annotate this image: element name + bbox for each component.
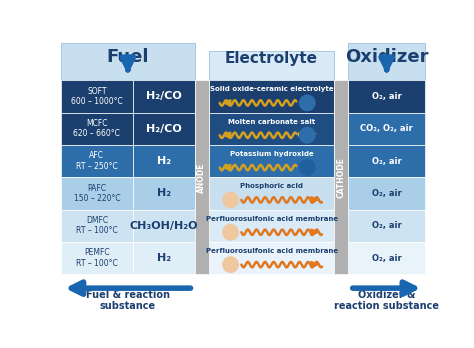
Circle shape — [300, 127, 315, 143]
Text: H₂: H₂ — [157, 156, 171, 166]
Text: Solid oxide-ceramic electrolyte: Solid oxide-ceramic electrolyte — [210, 86, 333, 92]
Bar — [61, 43, 195, 80]
Text: Perfluorosulfonic acid membrane: Perfluorosulfonic acid membrane — [206, 248, 337, 254]
Bar — [133, 113, 195, 145]
Text: Fuel: Fuel — [107, 48, 149, 66]
Text: H⁺: H⁺ — [225, 228, 236, 237]
Bar — [209, 145, 334, 177]
Text: O₂, air: O₂, air — [372, 254, 401, 263]
Text: DMFC
RT – 100°C: DMFC RT – 100°C — [76, 216, 118, 236]
Text: MCFC
620 – 660°C: MCFC 620 – 660°C — [73, 119, 120, 139]
Bar — [133, 209, 195, 242]
Text: H₂: H₂ — [157, 253, 171, 263]
Text: CO₂, O₂, air: CO₂, O₂, air — [360, 124, 413, 133]
Bar — [348, 242, 425, 274]
Bar — [209, 242, 334, 274]
Bar — [61, 145, 133, 177]
Text: Oxidizer: Oxidizer — [345, 48, 428, 66]
Text: CO₃²⁻: CO₃²⁻ — [297, 132, 318, 138]
Bar — [348, 80, 425, 113]
Text: Potassium hydroxide: Potassium hydroxide — [230, 151, 313, 157]
Text: Phosphoric acid: Phosphoric acid — [240, 183, 303, 189]
Bar — [209, 209, 334, 242]
Text: O₂, air: O₂, air — [372, 221, 401, 230]
Bar — [133, 242, 195, 274]
Circle shape — [223, 257, 238, 272]
Text: PAFC
150 – 220°C: PAFC 150 – 220°C — [73, 184, 120, 203]
Bar — [61, 209, 133, 242]
Bar — [348, 43, 425, 80]
Text: Perfluorosulfonic acid membrane: Perfluorosulfonic acid membrane — [206, 216, 337, 222]
Text: Oxidizer &
reaction substance: Oxidizer & reaction substance — [334, 290, 439, 311]
Bar — [348, 113, 425, 145]
Bar — [348, 177, 425, 209]
Circle shape — [300, 160, 315, 175]
Text: O₂, air: O₂, air — [372, 157, 401, 166]
Text: Fuel & reaction
substance: Fuel & reaction substance — [86, 290, 170, 311]
Bar — [133, 145, 195, 177]
Circle shape — [300, 95, 315, 111]
Bar — [209, 177, 334, 209]
Bar — [209, 113, 334, 145]
Text: Molten carbonate salt: Molten carbonate salt — [228, 119, 315, 125]
Text: O₂, air: O₂, air — [372, 92, 401, 101]
Text: H₂/CO: H₂/CO — [146, 124, 182, 134]
Bar — [133, 80, 195, 113]
Bar — [348, 145, 425, 177]
Text: ANODE: ANODE — [197, 162, 206, 192]
Text: H⁺: H⁺ — [225, 260, 236, 269]
Text: H₂/CO: H₂/CO — [146, 92, 182, 101]
Text: CATHODE: CATHODE — [337, 157, 346, 198]
Bar — [348, 209, 425, 242]
Text: O₂, air: O₂, air — [372, 189, 401, 198]
Text: SOFT
600 – 1000°C: SOFT 600 – 1000°C — [71, 87, 123, 106]
Bar — [61, 242, 133, 274]
Bar — [61, 177, 133, 209]
Text: PEMFC
RT – 100°C: PEMFC RT – 100°C — [76, 248, 118, 268]
Circle shape — [223, 224, 238, 240]
Bar — [195, 80, 209, 274]
Bar — [61, 113, 133, 145]
Circle shape — [223, 192, 238, 208]
Bar — [61, 80, 133, 113]
Bar — [209, 51, 334, 80]
Text: AFC
RT – 250°C: AFC RT – 250°C — [76, 151, 118, 171]
Text: H⁺: H⁺ — [225, 196, 236, 204]
Text: OH⁻: OH⁻ — [300, 165, 315, 171]
Bar — [209, 80, 334, 113]
Text: O²⁻: O²⁻ — [301, 100, 314, 106]
Text: Electrolyte: Electrolyte — [225, 51, 318, 66]
Text: CH₃OH/H₂O: CH₃OH/H₂O — [129, 221, 198, 231]
Bar — [133, 177, 195, 209]
Bar — [334, 80, 348, 274]
Text: H₂: H₂ — [157, 189, 171, 198]
